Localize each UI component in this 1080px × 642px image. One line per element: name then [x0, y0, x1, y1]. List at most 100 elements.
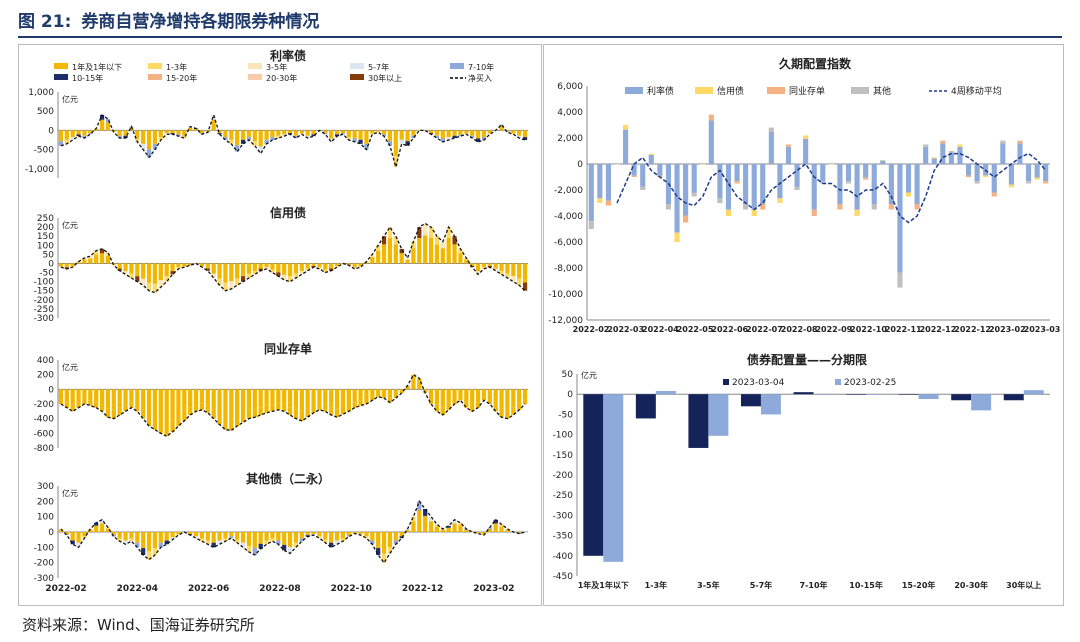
bar-segment — [399, 139, 404, 144]
bar-segment — [311, 130, 316, 135]
bar-segment — [863, 177, 869, 180]
bar-segment — [99, 523, 105, 532]
bar-segment — [176, 130, 181, 135]
bar-segment — [423, 515, 428, 532]
bar-segment — [411, 135, 416, 139]
bar-segment — [205, 540, 210, 545]
bar-segment — [287, 389, 293, 408]
bar-segment — [1017, 140, 1023, 144]
bar-segment — [317, 263, 322, 268]
bar-segment — [631, 175, 637, 177]
legend-swatch — [835, 379, 841, 385]
bar-segment — [70, 137, 75, 140]
y-tick-label: 0 — [48, 259, 54, 269]
bar-segment — [370, 130, 375, 134]
bar-segment — [329, 138, 334, 142]
legend-label: 2023-03-04 — [732, 378, 785, 388]
bar-segment — [434, 404, 440, 412]
bar-segment — [794, 164, 800, 187]
bar-segment — [64, 402, 69, 408]
y-tick-label: -300 — [553, 511, 574, 521]
bar-segment — [305, 532, 310, 536]
bar-segment — [135, 542, 140, 548]
bar-segment — [1025, 181, 1032, 184]
bar-segment — [387, 398, 393, 403]
y-tick-label: -50 — [39, 269, 54, 279]
bar-segment — [452, 135, 457, 139]
bar-segment — [299, 411, 304, 421]
bar-segment — [158, 542, 163, 548]
bar — [688, 394, 709, 448]
bar-segment — [493, 404, 498, 412]
bar-segment — [82, 532, 87, 537]
bar-segment — [317, 536, 322, 539]
bar-segment — [70, 532, 75, 541]
bar-segment — [105, 408, 111, 418]
bar-segment — [276, 389, 281, 404]
bar-segment — [217, 540, 222, 545]
bar-segment — [211, 115, 216, 120]
bar-segment — [417, 510, 422, 532]
bar-segment — [475, 533, 481, 534]
bar-segment — [76, 262, 81, 264]
bar-segment — [417, 130, 422, 131]
bar-segment — [58, 141, 64, 146]
bar-segment — [258, 268, 263, 271]
bar-segment — [588, 221, 594, 229]
bar-segment — [387, 532, 393, 548]
legend-swatch — [148, 74, 162, 80]
bar-segment — [597, 164, 603, 199]
unit-label: 亿元 — [62, 488, 78, 498]
bar-segment — [923, 144, 929, 147]
x-tick-label: 2022-10 — [331, 584, 372, 594]
bar-segment — [146, 415, 152, 426]
bar-segment — [211, 263, 216, 274]
bar-segment — [1034, 177, 1040, 180]
y-tick-label: -500 — [34, 146, 55, 156]
bar-segment — [871, 164, 877, 205]
bar-segment — [211, 389, 216, 410]
bar-segment — [505, 409, 510, 419]
bar-segment — [287, 407, 293, 415]
bar-segment — [777, 164, 783, 199]
x-tick-label: 2022-12 — [402, 584, 443, 594]
bar-segment — [211, 119, 216, 131]
bar-segment — [76, 130, 81, 135]
legend-label: 3-5年 — [266, 62, 287, 72]
bar-segment — [117, 407, 122, 415]
bar-segment — [1043, 164, 1049, 182]
bar-segment — [293, 263, 299, 274]
bar-segment — [252, 263, 257, 272]
bar-segment — [358, 400, 363, 406]
bar-segment — [252, 141, 257, 146]
bar-segment — [423, 130, 428, 131]
bar-segment — [76, 134, 81, 137]
bar-segment — [691, 164, 697, 193]
bar-segment — [217, 389, 222, 414]
bar-segment — [135, 404, 140, 412]
bar-segment — [176, 267, 181, 269]
bar-segment — [299, 271, 304, 275]
legend-label: 同业存单 — [789, 85, 825, 97]
bar-segment — [940, 140, 946, 144]
bar-segment — [287, 276, 293, 282]
y-tick-label: -2,000 — [554, 186, 583, 196]
bar-segment — [311, 134, 316, 137]
bar-segment — [334, 130, 340, 135]
bar-segment — [235, 389, 240, 415]
x-tick-label: 2022-06 — [711, 325, 748, 334]
bar-segment — [381, 236, 387, 245]
bar-segment — [176, 263, 181, 268]
legend-swatch — [248, 74, 262, 80]
bar-segment — [170, 263, 175, 272]
bar-segment — [182, 135, 187, 139]
bar-segment — [505, 263, 510, 274]
y-tick-label: -400 — [34, 415, 55, 425]
bar-segment — [152, 417, 158, 430]
y-tick-label: 0 — [567, 390, 573, 400]
bar-segment — [229, 281, 234, 289]
bar-segment — [499, 263, 504, 272]
bar-segment — [88, 130, 93, 134]
bar-segment — [991, 192, 997, 197]
bar-segment — [487, 133, 492, 135]
